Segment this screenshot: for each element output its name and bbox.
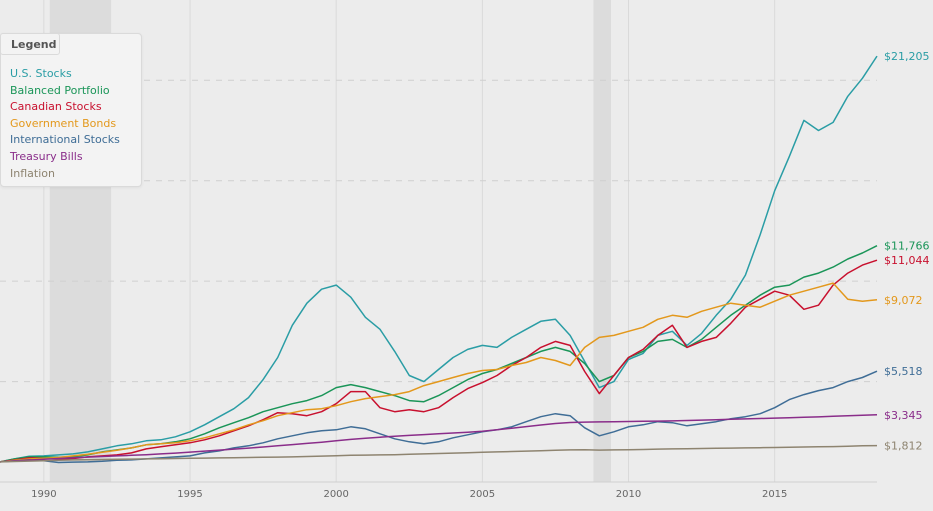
end-label-3: $9,072 xyxy=(884,294,923,307)
legend-item-us-stocks[interactable]: U.S. Stocks xyxy=(10,67,72,80)
gridlines xyxy=(0,0,877,483)
legend-box xyxy=(0,33,142,187)
end-value-labels: $21,205 $11,766$11,044 $9,072 $5,518 $3,345 $… xyxy=(884,50,930,453)
x-axis-ticks: 1990 1995 2000 2005 2010 2015 xyxy=(31,489,787,500)
legend-title: Legend xyxy=(0,33,60,55)
end-label-2: $11,044 xyxy=(884,254,930,267)
legend-item-inflation[interactable]: Inflation xyxy=(10,166,55,180)
x-tick-label-4: 2010 xyxy=(616,489,641,500)
recession-band-1 xyxy=(593,0,611,482)
x-tick-label-3: 2005 xyxy=(470,489,495,500)
series-line-5 xyxy=(0,414,878,463)
x-tick-label-0: 1990 xyxy=(31,489,56,500)
x-tick-label-5: 2015 xyxy=(762,489,787,500)
end-label-0: $21,205 xyxy=(884,50,930,63)
series-line-4 xyxy=(0,370,878,464)
series-line-6 xyxy=(0,444,878,463)
end-label-5: $3,345 xyxy=(884,409,923,422)
legend-item-treasury-bills[interactable]: Treasury Bills xyxy=(10,149,83,163)
series-line-3 xyxy=(0,282,878,463)
legend-item-government-bonds[interactable]: Government Bonds xyxy=(10,116,117,130)
series-line-0 xyxy=(0,55,878,463)
end-label-6: $1,812 xyxy=(884,440,923,453)
legend-item-balanced-portfolio[interactable]: Balanced Portfolio xyxy=(10,83,110,97)
legend-item-canadian-stocks[interactable]: Canadian Stocks xyxy=(10,100,102,114)
end-label-4: $5,518 xyxy=(884,365,923,378)
series-line-1 xyxy=(0,245,878,463)
x-tick-label-1: 1995 xyxy=(177,489,202,500)
end-label-1: $11,766 xyxy=(884,240,930,253)
legend-item-international-stocks[interactable]: International Stocks xyxy=(10,133,120,147)
series-lines xyxy=(0,55,878,464)
x-tick-label-2: 2000 xyxy=(323,489,348,500)
series-line-2 xyxy=(0,259,878,463)
legend-items: U.S. Stocks Balanced Portfolio Canadian … xyxy=(10,66,120,182)
